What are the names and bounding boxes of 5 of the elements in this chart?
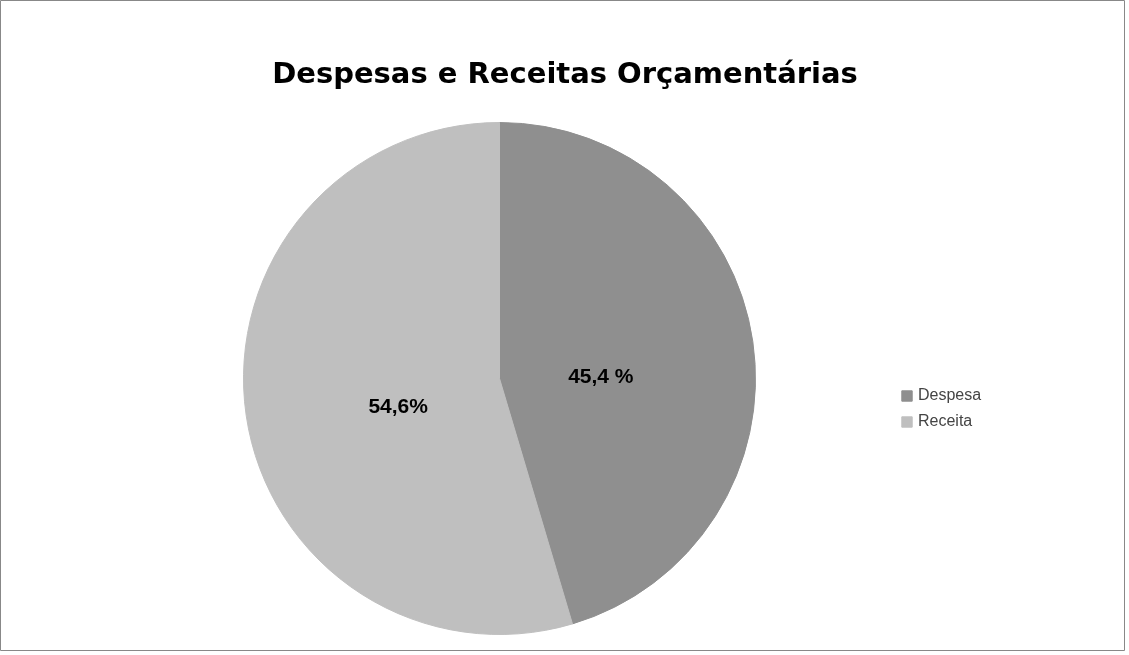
data-label: 45,4 %	[568, 364, 634, 388]
legend-label: Receita	[918, 412, 973, 430]
chart-title: Despesas e Receitas Orçamentárias	[272, 55, 858, 90]
data-label: 54,6%	[368, 393, 429, 417]
legend-label: Despesa	[918, 386, 982, 404]
